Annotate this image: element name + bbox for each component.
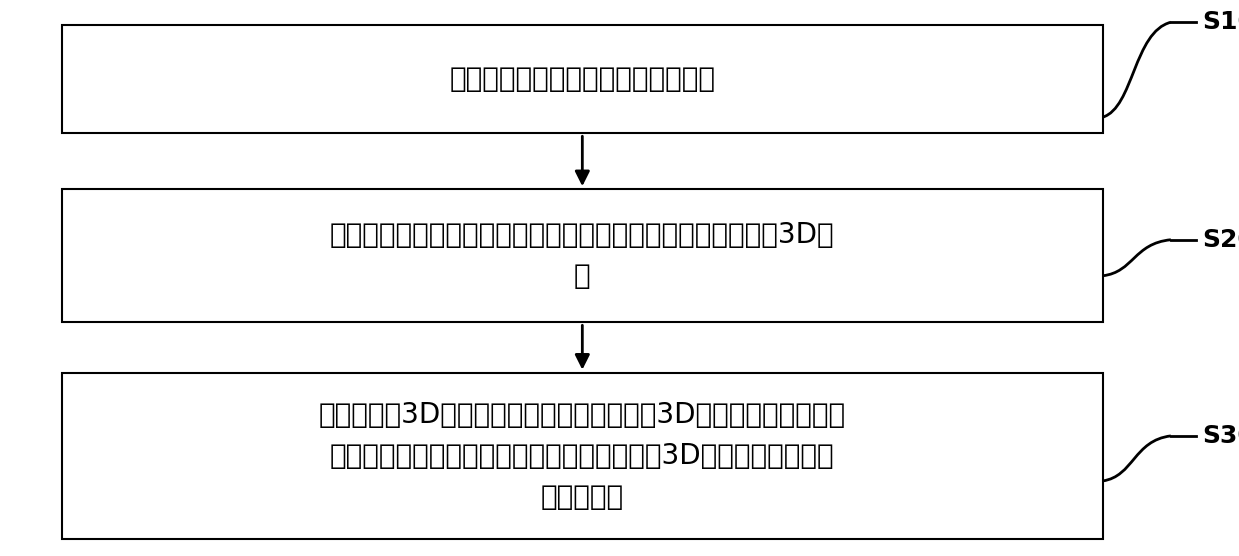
Text: 将所述当前3D人脸与所述人脸特征库中预存3D人脸进行比对，根据
比对结果来实现待验证的人脸识别，所述预存3D人脸由所述预存正
脸照片生成: 将所述当前3D人脸与所述人脸特征库中预存3D人脸进行比对，根据 比对结果来实现待…: [318, 401, 846, 511]
Text: S10: S10: [1202, 10, 1239, 34]
Text: S20: S20: [1202, 228, 1239, 252]
Bar: [62, 189, 1103, 322]
Bar: [62, 373, 1103, 539]
Text: 根据所述当前人脸图像和人脸特征库中预存正脸照片生成当前3D人
脸: 根据所述当前人脸图像和人脸特征库中预存正脸照片生成当前3D人 脸: [330, 221, 835, 290]
Text: S30: S30: [1202, 424, 1239, 448]
Text: 终端设备采集待验证的当前人脸图像: 终端设备采集待验证的当前人脸图像: [450, 65, 715, 93]
Bar: [62, 25, 1103, 133]
